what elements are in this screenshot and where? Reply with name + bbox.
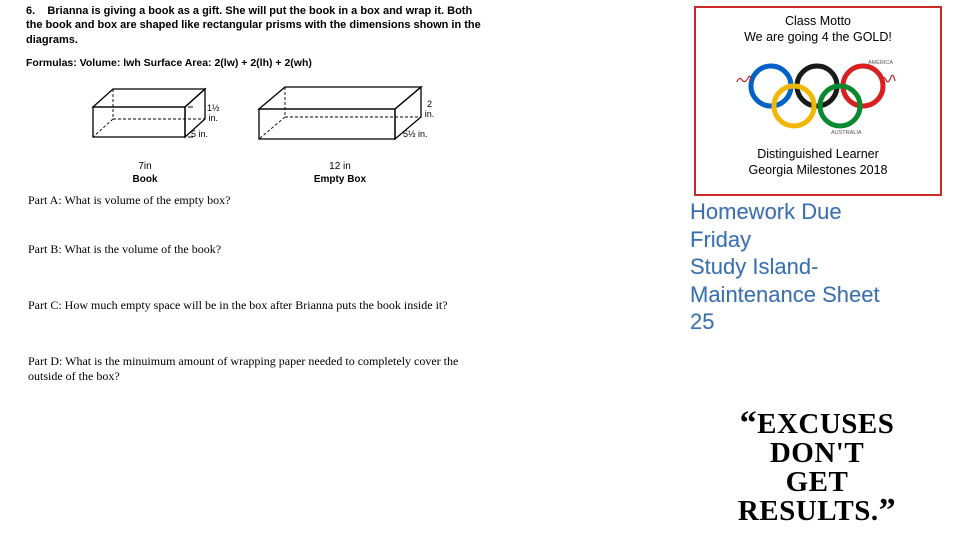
question-number: 6. <box>26 5 35 17</box>
homework-note: Homework Due Friday Study Island- Mainte… <box>690 198 940 336</box>
book-prism-icon <box>75 79 215 159</box>
homework-line3: Study Island- <box>690 253 940 281</box>
question-prompt: Brianna is giving a book as a gift. She … <box>26 5 481 46</box>
worksheet-panel: 6. Brianna is giving a book as a gift. S… <box>20 0 490 540</box>
motto-slogan: We are going 4 the GOLD! <box>700 30 936 44</box>
formulas-line: Formulas: Volume: lwh Surface Area: 2(lw… <box>20 51 490 71</box>
close-quote-icon: ” <box>879 497 897 524</box>
book-caption: Book <box>75 174 215 185</box>
class-motto-card: Class Motto We are going 4 the GOLD! AME… <box>694 6 942 196</box>
box-caption: Empty Box <box>245 174 435 185</box>
motto-title: Class Motto <box>700 14 936 28</box>
diagrams-row: 1½ in. 5 in. 7in Book 2 in. 5½ in. 12 in… <box>20 71 490 189</box>
part-c: Part C: How much empty space will be in … <box>20 294 490 318</box>
excuses-w2: DON'T <box>770 437 864 469</box>
book-height-label: 1½ in. <box>207 103 220 123</box>
part-d: Part D: What is the minuimum amount of w… <box>20 350 490 389</box>
open-quote-icon: “ <box>740 410 758 437</box>
box-prism-icon <box>245 79 435 159</box>
homework-line5: 25 <box>690 308 940 336</box>
excuses-w1: EXCUSES <box>757 408 894 440</box>
homework-line1: Homework Due <box>690 198 940 226</box>
box-height-label: 2 in. <box>424 99 435 119</box>
homework-line2: Friday <box>690 226 940 254</box>
excuses-w4: RESULTS. <box>738 495 879 527</box>
book-width-label: 7in <box>75 161 215 172</box>
homework-line4: Maintenance Sheet <box>690 281 940 309</box>
part-b: Part B: What is the volume of the book? <box>20 238 490 262</box>
svg-text:AMERICA: AMERICA <box>868 60 893 66</box>
part-a: Part A: What is volume of the empty box? <box>20 189 490 213</box>
motto-line3: Distinguished Learner <box>700 147 936 161</box>
excuses-w3: GET <box>786 466 849 498</box>
question-header: 6. Brianna is giving a book as a gift. S… <box>20 0 490 51</box>
motto-line4: Georgia Milestones 2018 <box>700 163 936 177</box>
olympic-rings-icon: AMERICA AUSTRALIA <box>713 52 923 138</box>
box-depth-label: 5½ in. <box>403 129 428 139</box>
svg-text:AUSTRALIA: AUSTRALIA <box>831 130 862 136</box>
box-width-label: 12 in <box>245 161 435 172</box>
box-diagram: 2 in. 5½ in. 12 in Empty Box <box>245 79 435 185</box>
book-depth-label: 5 in. <box>191 129 208 139</box>
excuses-quote: “EXCUSES DON'T GET RESULTS.” <box>692 410 942 526</box>
book-diagram: 1½ in. 5 in. 7in Book <box>75 79 215 185</box>
